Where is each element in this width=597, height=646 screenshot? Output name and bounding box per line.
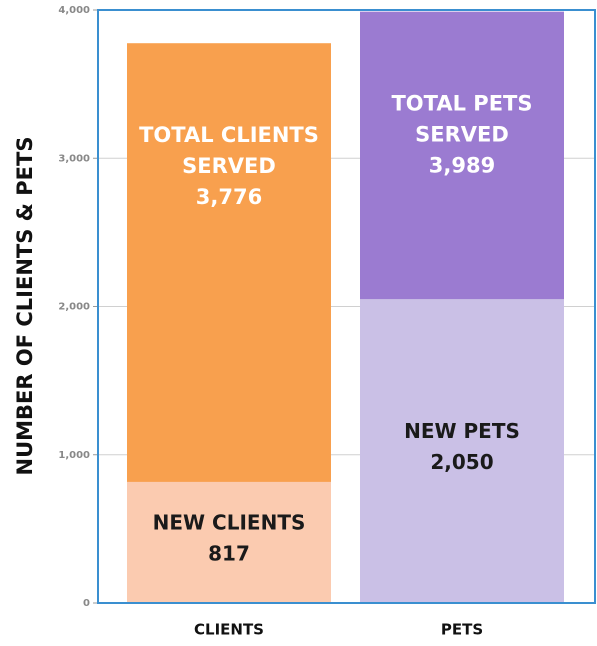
y-tick-label: 4,000 <box>58 5 90 16</box>
y-tick-label: 1,000 <box>58 450 90 461</box>
bar <box>127 481 331 603</box>
y-tick-label: 2,000 <box>58 302 90 313</box>
bar-label: NEW PETS <box>404 419 520 443</box>
bar-label: TOTAL PETS <box>391 92 532 116</box>
y-tick-label: 0 <box>83 598 90 609</box>
y-axis-label: NUMBER OF CLIENTS & PETS <box>13 137 37 476</box>
bar <box>360 299 564 603</box>
data-label: 2,050 <box>430 450 493 474</box>
plot-border <box>97 9 596 604</box>
x-tick-label: CLIENTS <box>194 621 264 639</box>
data-label: 817 <box>208 541 250 565</box>
x-tick-label: PETS <box>441 621 483 639</box>
bar-label: TOTAL CLIENTS <box>139 123 319 147</box>
bar-label: NEW CLIENTS <box>153 510 306 534</box>
y-tick-label: 3,000 <box>58 153 90 164</box>
bar-label: SERVED <box>415 123 509 147</box>
data-label: 3,776 <box>196 185 262 209</box>
data-label: 3,989 <box>429 154 495 178</box>
bar-label: SERVED <box>182 154 276 178</box>
